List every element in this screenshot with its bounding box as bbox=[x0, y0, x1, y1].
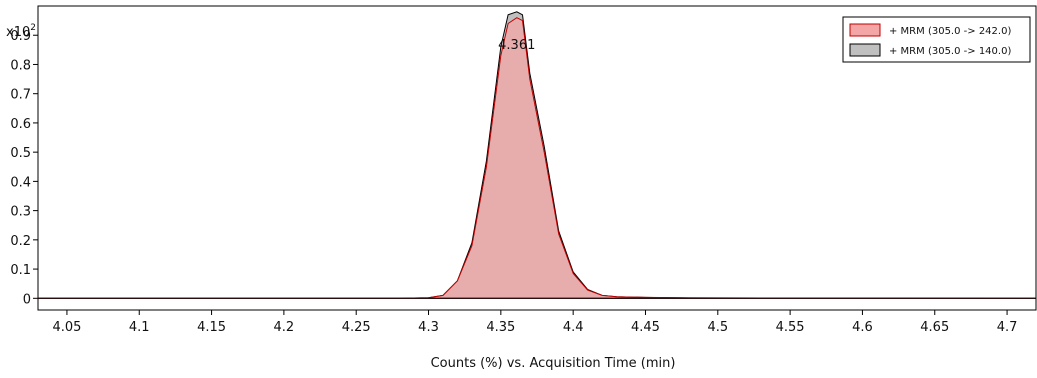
y-tick-label: 0.2 bbox=[10, 234, 31, 249]
x-tick-label: 4.65 bbox=[920, 320, 949, 335]
series-layer bbox=[38, 11, 1037, 299]
legend: + MRM (305.0 -> 242.0) + MRM (305.0 -> 1… bbox=[842, 16, 1031, 63]
y-tick-label: 0.4 bbox=[10, 175, 31, 190]
x-tick-label: 4.25 bbox=[342, 320, 371, 335]
y-tick-label: 0.9 bbox=[10, 29, 31, 44]
legend-label-mrm-242: + MRM (305.0 -> 242.0) bbox=[889, 26, 1011, 37]
y-tick-label: 0.5 bbox=[10, 146, 31, 161]
x-axis-title: Counts (%) vs. Acquisition Time (min) bbox=[431, 356, 676, 371]
legend-swatch-mrm-140 bbox=[849, 43, 881, 57]
y-tick-label: 0.3 bbox=[10, 205, 31, 220]
legend-swatch-mrm-242 bbox=[849, 23, 881, 37]
x-tick-label: 4.15 bbox=[197, 320, 226, 335]
x-tick-label: 4.45 bbox=[631, 320, 660, 335]
x-tick-label: 4.55 bbox=[776, 320, 805, 335]
peak-annotation: 4.361 bbox=[498, 38, 535, 53]
x-tick-label: 4.4 bbox=[563, 320, 584, 335]
y-tick-label: 0.6 bbox=[10, 117, 31, 132]
y-tick-label: 0.8 bbox=[10, 58, 31, 73]
y-tick-label: 0.1 bbox=[10, 263, 31, 278]
x-tick-label: 4.7 bbox=[997, 320, 1018, 335]
x-tick-label: 4.6 bbox=[852, 320, 873, 335]
y-tick-label: 0.7 bbox=[10, 88, 31, 103]
x-tick-label: 4.2 bbox=[274, 320, 295, 335]
x-tick-label: 4.1 bbox=[129, 320, 150, 335]
y-tick-label: 0 bbox=[23, 292, 31, 307]
x-tick-label: 4.35 bbox=[486, 320, 515, 335]
series-area-mrm-242 bbox=[38, 17, 1037, 299]
x-tick-label: 4.5 bbox=[707, 320, 728, 335]
y-multiplier-label: x102 bbox=[6, 23, 36, 40]
x-tick-label: 4.05 bbox=[52, 320, 81, 335]
x-tick-label: 4.3 bbox=[418, 320, 439, 335]
x-axis: 4.05 4.1 4.15 4.2 4.25 4.3 4.35 4.4 4.45 4.5 4.55 4… bbox=[52, 310, 1017, 335]
legend-label-mrm-140: + MRM (305.0 -> 140.0) bbox=[889, 46, 1011, 57]
y-axis: 0 0.1 0.2 0.3 0.4 0.5 0.6 0.7 0.8 0.9 bbox=[10, 29, 38, 307]
